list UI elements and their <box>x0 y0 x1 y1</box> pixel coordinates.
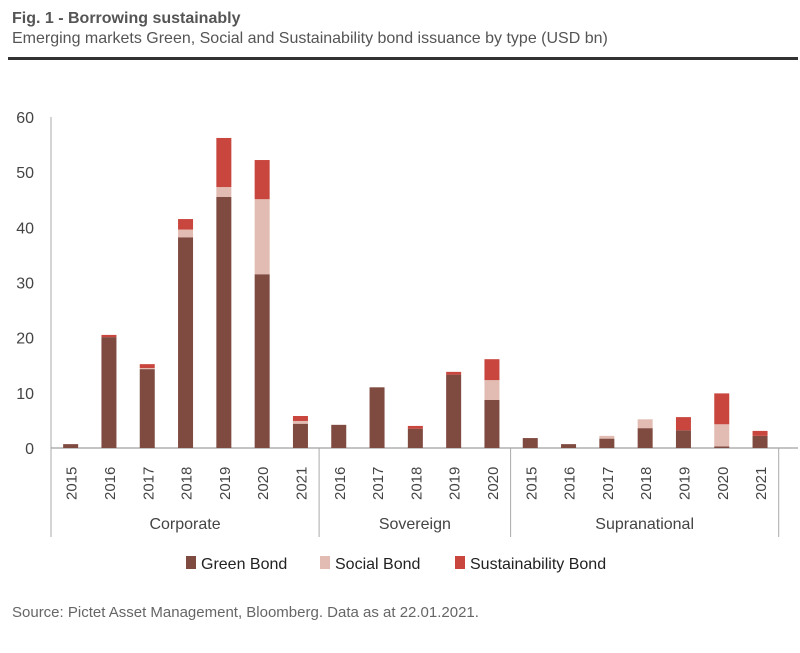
bar-social-bond <box>637 419 653 429</box>
group-label: Supranational <box>595 516 694 533</box>
y-tick-label: 20 <box>16 331 34 348</box>
bar-sustainability-bond <box>714 393 730 425</box>
legend-label: Green Bond <box>201 556 287 573</box>
bar-sustainability-bond <box>292 416 308 421</box>
bar-green-bond <box>484 400 500 448</box>
bar-green-bond <box>216 196 232 448</box>
x-tick-label: 2015 <box>523 467 540 500</box>
bar-social-bond <box>216 187 232 197</box>
y-tick-label: 50 <box>16 165 34 182</box>
bar-sustainability-bond <box>101 334 117 338</box>
bar-green-bond <box>522 438 538 448</box>
group-label: Corporate <box>149 516 220 533</box>
x-tick-label: 2016 <box>102 467 119 500</box>
legend-swatch <box>186 556 196 569</box>
bar-sustainability-bond <box>139 364 155 369</box>
bar-green-bond <box>63 444 79 448</box>
legend-swatch <box>320 556 330 569</box>
bar-green-bond <box>292 423 308 448</box>
bar-social-bond <box>484 380 500 401</box>
x-tick-label: 2019 <box>447 467 464 500</box>
bar-green-bond <box>178 237 194 448</box>
x-tick-label: 2016 <box>332 467 349 500</box>
bar-sustainability-bond <box>675 417 691 431</box>
legend-label: Social Bond <box>335 556 420 573</box>
x-tick-label: 2021 <box>293 467 310 500</box>
bar-sustainability-bond <box>752 430 768 436</box>
bar-social-bond <box>292 420 308 424</box>
bar-sustainability-bond <box>407 425 423 429</box>
x-tick-label: 2018 <box>638 467 655 500</box>
bar-green-bond <box>331 424 347 448</box>
bar-sustainability-bond <box>446 371 462 375</box>
bar-sustainability-bond <box>216 137 232 188</box>
source-note: Source: Pictet Asset Management, Bloombe… <box>12 604 479 621</box>
chart-title: Fig. 1 - Borrowing sustainably <box>12 10 241 27</box>
y-tick-label: 40 <box>16 220 34 237</box>
y-tick-label: 30 <box>16 276 34 293</box>
x-tick-label: 2019 <box>676 467 693 500</box>
bar-green-bond <box>446 374 462 448</box>
x-tick-label: 2017 <box>600 467 617 500</box>
x-tick-label: 2015 <box>64 467 81 500</box>
bar-social-bond <box>254 199 270 275</box>
x-tick-label: 2020 <box>715 467 732 500</box>
y-tick-label: 60 <box>16 110 34 127</box>
bar-social-bond <box>714 424 730 447</box>
bar-sustainability-bond <box>254 160 270 200</box>
bar-green-bond <box>637 428 653 448</box>
bar-green-bond <box>599 438 615 448</box>
x-tick-label: 2020 <box>255 467 272 500</box>
bar-green-bond <box>752 435 768 448</box>
bar-green-bond <box>369 387 385 448</box>
bar-social-bond <box>178 229 194 238</box>
bar-green-bond <box>101 337 117 448</box>
bar-green-bond <box>254 274 270 448</box>
x-tick-label: 2018 <box>179 467 196 500</box>
chart-svg: 0 10 20 30 40 50 60 2015 2016 2017 2018 2019 2020 202… <box>16 110 798 573</box>
x-tick-label: 2017 <box>370 467 387 500</box>
x-tick-label: 2017 <box>140 467 157 500</box>
x-tick-label: 2016 <box>562 467 579 500</box>
bar-green-bond <box>714 446 730 448</box>
bar-green-bond <box>407 428 423 448</box>
y-tick-label: 0 <box>25 441 34 458</box>
bar-green-bond <box>675 430 691 448</box>
bar-social-bond <box>139 368 155 370</box>
x-tick-label: 2018 <box>408 467 425 500</box>
chart-subtitle: Emerging markets Green, Social and Susta… <box>12 30 608 47</box>
bar-green-bond <box>139 369 155 448</box>
legend-swatch <box>455 556 465 569</box>
legend-label: Sustainability Bond <box>470 556 606 573</box>
bar-sustainability-bond <box>178 219 194 230</box>
bar-sustainability-bond <box>484 359 500 381</box>
bar-green-bond <box>561 444 577 448</box>
x-tick-label: 2019 <box>217 467 234 500</box>
group-label: Sovereign <box>379 516 451 533</box>
title-divider <box>8 57 798 60</box>
bar-social-bond <box>599 435 615 439</box>
x-tick-label: 2020 <box>485 467 502 500</box>
y-tick-label: 10 <box>16 386 34 403</box>
x-tick-label: 2021 <box>753 467 770 500</box>
